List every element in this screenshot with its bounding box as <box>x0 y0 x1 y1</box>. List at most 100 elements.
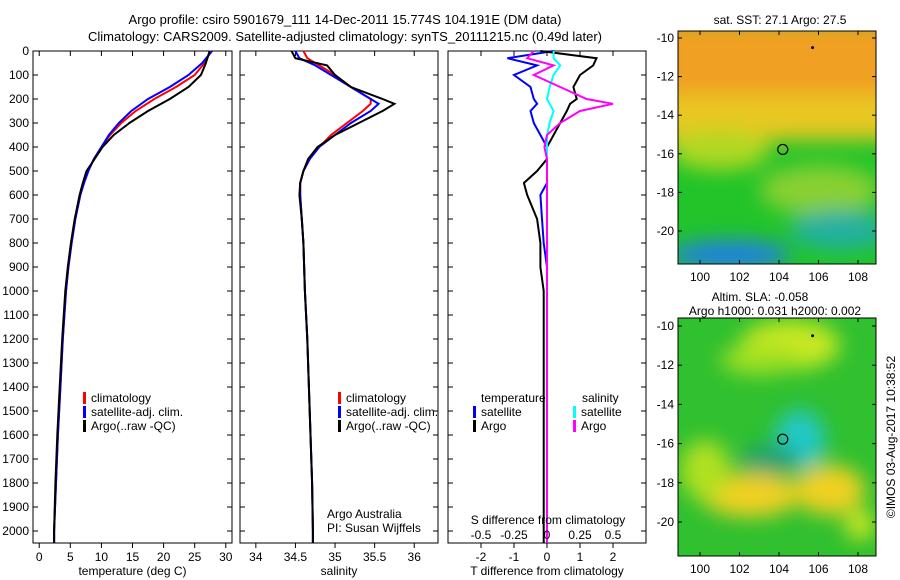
map-x-tick-label: 102 <box>729 270 749 284</box>
x-tick-label: 34.5 <box>284 550 308 564</box>
float-position-marker <box>777 143 789 156</box>
map-x-tick-label: 106 <box>808 562 828 576</box>
y-tick-label: 1600 <box>2 428 29 442</box>
x-tick-label: 34 <box>249 550 263 564</box>
series-line-s-argo <box>525 50 614 543</box>
legend-label: satellite-adj. clim. <box>91 405 183 419</box>
map-x-tick-label: 100 <box>690 270 710 284</box>
x-tick-label: 0 <box>544 550 551 564</box>
x-tick-label: -2 <box>476 550 487 564</box>
y-tick-label: 1100 <box>3 308 29 322</box>
x2-axis-label: S difference from climatology <box>471 513 626 527</box>
annotation-text: Argo Australia <box>327 507 402 521</box>
series-line-satellite-adj-clim- <box>294 50 381 543</box>
legend-swatch <box>338 406 341 418</box>
x2-tick-label: 0 <box>544 528 551 542</box>
x-tick-label: 1 <box>577 550 584 564</box>
x-axis-label: temperature (deg C) <box>78 564 186 578</box>
map-y-tick-label: -16 <box>657 437 675 451</box>
sla-map-frame <box>677 317 877 557</box>
plot-frame <box>32 50 233 544</box>
legend-label: satellite <box>481 405 522 419</box>
plot-frame <box>239 50 439 544</box>
y-tick-label: 500 <box>9 164 29 178</box>
sla-map-image <box>678 318 876 556</box>
map-y-tick-label: -12 <box>657 70 675 84</box>
map-y-tick-label: -14 <box>657 108 675 122</box>
map-x-tick-label: 100 <box>690 562 710 576</box>
profile-panel-1: 0100200300400500600700800900100011001200… <box>2 44 232 578</box>
y-tick-label: 1400 <box>2 380 29 394</box>
map-y-tick-label: -18 <box>657 476 675 490</box>
x-tick-label: 25 <box>188 550 202 564</box>
profile-panel-2: 34 34.5 35 35.5 36 salinity climatologysatelli… <box>239 50 439 578</box>
map-y-tick-label: -18 <box>657 185 675 199</box>
legend-swatch <box>473 420 476 432</box>
legend-label: Argo(..raw -QC) <box>91 419 176 433</box>
legend-label: climatology <box>346 391 406 405</box>
x-tick-label: 0 <box>36 550 43 564</box>
legend-swatch <box>83 420 86 432</box>
legend-label: Argo <box>581 419 607 433</box>
sla-map-title-1: Altim. SLA: -0.058 <box>712 290 809 304</box>
x2-tick-label: 0.25 <box>568 528 592 542</box>
y-tick-label: 1300 <box>2 356 29 370</box>
legend-label: Argo <box>481 419 507 433</box>
x2-tick-label: 0.5 <box>605 528 622 542</box>
x-tick-label: 36 <box>408 550 422 564</box>
legend-swatch <box>573 420 576 432</box>
map_sla-axes: 100 102 104 106 108 -10 -12 -14 -16 -18 -20 <box>657 318 876 576</box>
y-tick-label: 800 <box>9 236 29 250</box>
title-line-2: Climatology: CARS2009. Satellite-adjuste… <box>88 29 602 44</box>
map-y-tick-label: -20 <box>657 515 675 529</box>
island-marker <box>811 46 815 50</box>
legend-swatch <box>338 420 341 432</box>
annotation-text: PI: Susan Wijffels <box>327 521 421 535</box>
y-tick-label: 0 <box>22 44 29 58</box>
map-y-tick-label: -12 <box>657 358 675 372</box>
sst-map-title: sat. SST: 27.1 Argo: 27.5 <box>714 13 847 27</box>
float-position-marker <box>777 433 789 445</box>
sst-map-image <box>678 31 876 264</box>
y-tick-label: 700 <box>9 212 29 226</box>
map-x-tick-label: 108 <box>848 270 868 284</box>
legend-label: Argo(..raw -QC) <box>346 419 431 433</box>
legend-swatch <box>83 392 86 404</box>
x-tick-label: 15 <box>126 550 140 564</box>
legend-label: satellite <box>581 405 622 419</box>
map-x-tick-label: 104 <box>769 270 789 284</box>
series-line-climatology <box>53 50 212 543</box>
y-tick-label: 400 <box>9 140 29 154</box>
map-x-tick-label: 104 <box>769 562 789 576</box>
map-y-tick-label: -16 <box>657 147 675 161</box>
series-line-argo-raw-qc- <box>53 50 211 543</box>
legend-swatch <box>573 406 576 418</box>
map-y-tick-label: -20 <box>657 224 675 238</box>
y-tick-label: 200 <box>9 92 29 106</box>
series-line-satellite-adj-clim- <box>53 50 213 543</box>
x-tick-label: 30 <box>219 550 233 564</box>
y-tick-label: 900 <box>9 260 29 274</box>
title-line-1: Argo profile: csiro 5901679_111 14-Dec-2… <box>129 12 562 27</box>
y-tick-label: 1200 <box>2 332 29 346</box>
y-tick-label: 100 <box>9 68 29 82</box>
map-x-tick-label: 106 <box>808 270 828 284</box>
legend-swatch <box>473 406 476 418</box>
x2-tick-label: -0.5 <box>471 528 492 542</box>
legend-label: satellite-adj. clim. <box>346 405 438 419</box>
map-y-tick-label: -10 <box>657 319 675 333</box>
island-marker <box>811 334 815 338</box>
y-tick-label: 1500 <box>2 404 29 418</box>
y-tick-label: 300 <box>9 116 29 130</box>
map-y-tick-label: -14 <box>657 397 675 411</box>
y-tick-label: 2000 <box>2 524 29 538</box>
legend-swatch <box>338 392 341 404</box>
y-tick-label: 1700 <box>2 452 29 466</box>
profile-panel-3: -2 -1 0 1 2T difference from climatology temp… <box>447 50 647 578</box>
x-tick-label: -1 <box>509 550 520 564</box>
map_sst-axes: 100 102 104 106 108 -10 -12 -14 -16 -18 -20 <box>657 31 876 284</box>
x-tick-label: 20 <box>157 550 171 564</box>
sst-map-frame <box>677 30 877 265</box>
x-axis-label: salinity <box>321 564 358 578</box>
